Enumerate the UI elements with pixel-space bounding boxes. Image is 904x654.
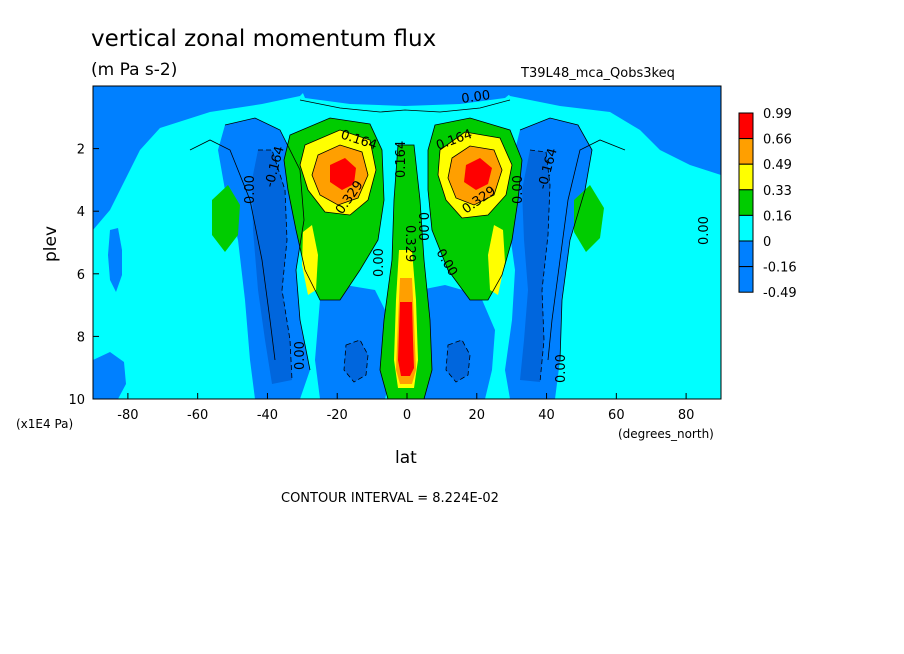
- contour-label: 0.00: [554, 354, 569, 383]
- plot-area: 0.00 0.164 0.164 0.164 0.329 0.329 0.00 …: [93, 86, 721, 399]
- colorbar-swatch: [738, 138, 754, 165]
- contour-lines: [189, 99, 626, 399]
- chart-title: vertical zonal momentum flux: [91, 26, 436, 52]
- contour-interval: CONTOUR INTERVAL = 8.224E-02: [281, 491, 499, 506]
- colorbar-swatch: [738, 112, 754, 140]
- field-negstrong-right: [520, 150, 550, 382]
- contour-label: 0.00: [511, 175, 526, 204]
- chart-units: (m Pa s-2): [91, 60, 177, 80]
- field-neg-left-bottom: [93, 352, 126, 399]
- contour-lines-negative: [258, 149, 551, 383]
- colorbar-swatch: [738, 163, 754, 191]
- field-neg-left-small: [108, 228, 122, 292]
- field-negstrong-cr: [446, 340, 470, 382]
- x-axis-label: lat: [395, 448, 417, 468]
- x-tick-label: 60: [608, 408, 625, 423]
- field-negstrong-cl: [344, 340, 368, 382]
- field-pos4-left: [330, 158, 356, 190]
- y-axis-label: plev: [41, 226, 61, 262]
- colorbar: 0.99 0.66 0.49 0.33 0.16 0 -0.16 -0.49: [738, 107, 797, 301]
- colorbar-label: 0.66: [763, 133, 792, 148]
- colorbar-label: 0.49: [763, 158, 792, 173]
- y-tick-label: 10: [68, 393, 85, 408]
- y-tick-label: 2: [77, 143, 85, 158]
- colorbar-swatch: [738, 214, 754, 242]
- contour-label: 0.00: [697, 216, 712, 245]
- x-tick-label: 80: [678, 408, 695, 423]
- y-tick-label: 6: [77, 268, 85, 283]
- y-axis-ticks: 2 4 6 8 10: [68, 143, 99, 408]
- x-tick-label: -60: [187, 408, 208, 423]
- colorbar-label: 0.99: [763, 107, 792, 122]
- colorbar-label: -0.16: [763, 261, 797, 276]
- x-axis-units: (degrees_north): [618, 427, 714, 441]
- contour-label: 0.00: [460, 88, 491, 107]
- field-pos2-left-column: [302, 225, 318, 295]
- x-tick-label: 40: [538, 408, 555, 423]
- colorbar-label: 0.16: [763, 209, 792, 224]
- field-neg-topleft: [93, 86, 310, 230]
- contour-label: 0.00: [293, 341, 308, 370]
- y-tick-label: 4: [77, 205, 85, 220]
- field-pos4-center: [398, 302, 414, 376]
- colorbar-label: -0.49: [763, 286, 797, 301]
- x-tick-label: -20: [327, 408, 348, 423]
- run-label: T39L48_mca_Qobs3keq: [520, 66, 675, 81]
- x-tick-label: 0: [403, 408, 411, 423]
- contour-label: 0.164: [394, 141, 409, 178]
- x-tick-label: -80: [117, 408, 138, 423]
- x-tick-label: -40: [257, 408, 278, 423]
- colorbar-swatch: [738, 266, 754, 293]
- colorbar-label: 0: [763, 235, 771, 250]
- field-neg-topcenter: [300, 86, 520, 106]
- contour-label: 0.329: [402, 225, 417, 262]
- contour-label: 0.00: [372, 248, 387, 277]
- contour-label: 0.00: [415, 212, 430, 241]
- field-negstrong-left: [252, 150, 292, 384]
- y-tick-label: 8: [77, 330, 85, 345]
- colorbar-swatch: [738, 189, 754, 216]
- field-pos1-left-small: [212, 185, 240, 252]
- x-axis-ticks: -80 -60 -40 -20 0 20 40 60 80: [117, 393, 694, 423]
- field-neg-topright: [500, 86, 721, 175]
- y-axis-units: (x1E4 Pa): [16, 417, 73, 431]
- colorbar-label: 0.33: [763, 184, 792, 199]
- field-pos4-right: [464, 158, 492, 190]
- contour-label: 0.00: [243, 175, 258, 204]
- colorbar-swatch: [738, 240, 754, 268]
- x-tick-label: 20: [469, 408, 486, 423]
